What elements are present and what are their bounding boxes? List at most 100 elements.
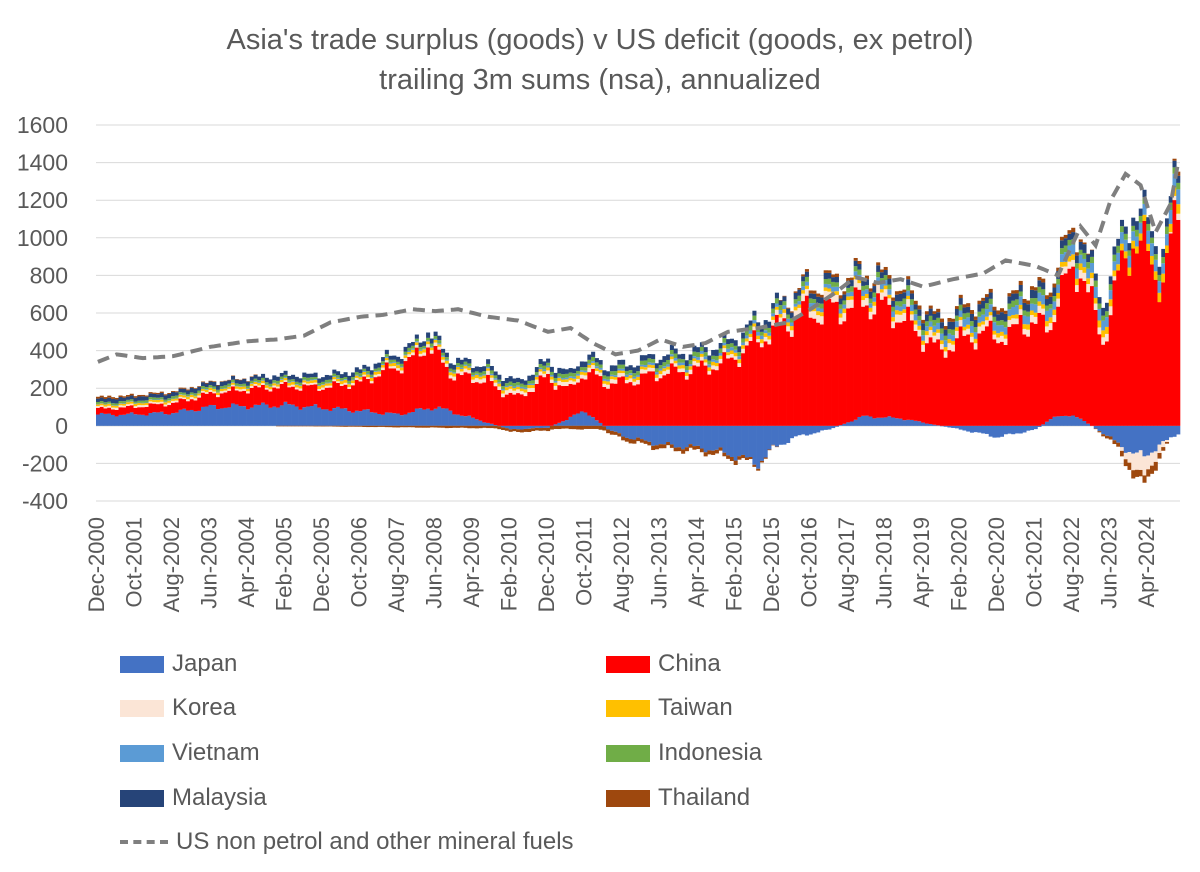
bar-malaysia <box>523 380 528 385</box>
bar-japan <box>347 411 352 426</box>
bar-malaysia <box>636 365 641 372</box>
bar-taiwan <box>516 386 521 390</box>
bar-vietnam <box>414 341 419 343</box>
bar-vietnam <box>1041 295 1046 305</box>
bar-thailand <box>287 425 292 427</box>
bar-japan <box>992 425 997 438</box>
bar-korea <box>823 290 828 300</box>
bar-thailand <box>1018 280 1023 285</box>
bar-indonesia <box>849 286 854 292</box>
bar-indonesia <box>257 379 262 383</box>
bar-thailand <box>1044 295 1050 300</box>
bar-china <box>1029 322 1035 426</box>
bar-indonesia <box>444 357 449 360</box>
bar-indonesia <box>384 354 389 357</box>
bar-malaysia <box>1067 233 1072 240</box>
legend-swatch-vietnam <box>120 744 164 762</box>
bar-malaysia <box>381 357 386 362</box>
bar-korea <box>1029 314 1035 323</box>
bar-china <box>561 386 566 422</box>
bar-vietnam <box>883 280 888 286</box>
bar-malaysia <box>681 353 686 360</box>
x-tick-label: Jun-2013 <box>647 517 672 609</box>
bar-japan <box>786 425 791 443</box>
bar-korea <box>407 354 412 357</box>
bar-taiwan <box>741 345 746 349</box>
bar-indonesia <box>549 371 554 375</box>
bar-thailand <box>726 455 731 459</box>
bar-indonesia <box>144 400 149 403</box>
bar-indonesia <box>1037 286 1042 293</box>
bar-malaysia <box>1119 219 1125 227</box>
bar-japan <box>763 425 768 458</box>
bar-taiwan <box>943 347 948 352</box>
bar-malaysia <box>823 272 828 280</box>
bar-thailand <box>868 288 873 292</box>
bar-malaysia <box>921 323 926 331</box>
bar-korea <box>722 348 727 353</box>
bar-vietnam <box>144 402 149 404</box>
bar-china <box>1026 336 1031 426</box>
bar-taiwan <box>418 350 423 354</box>
bar-vietnam <box>609 374 614 377</box>
bar-taiwan <box>148 399 153 402</box>
bar-malaysia <box>197 386 202 391</box>
bar-indonesia <box>958 304 963 311</box>
bar-china <box>804 295 809 426</box>
bar-korea <box>167 402 172 406</box>
bar-korea <box>107 405 112 408</box>
legend-us-line: US non petrol and other mineral fuels <box>120 828 574 856</box>
bar-china <box>838 324 843 426</box>
bar-japan <box>1086 423 1091 426</box>
bar-indonesia <box>902 298 907 305</box>
bar-thailand <box>347 425 352 427</box>
bar-malaysia <box>763 320 768 327</box>
bar-korea <box>486 370 491 375</box>
bar-malaysia <box>497 374 502 380</box>
bar-japan <box>234 404 239 426</box>
bar-japan <box>924 423 929 426</box>
bar-japan <box>493 425 498 426</box>
bar-korea <box>696 362 701 367</box>
bar-japan <box>478 420 483 426</box>
bar-vietnam <box>688 363 693 367</box>
bar-thailand <box>864 275 869 280</box>
bar-vietnam <box>354 374 359 376</box>
bar-japan <box>444 408 449 426</box>
bar-indonesia <box>568 372 573 377</box>
bar-thailand <box>789 311 794 313</box>
bar-vietnam <box>272 382 277 384</box>
bar-taiwan <box>936 329 941 333</box>
bar-vietnam <box>1104 317 1110 327</box>
bar-thailand <box>1014 290 1020 294</box>
bar-china <box>321 389 326 410</box>
bar-malaysia <box>418 342 423 348</box>
bar-vietnam <box>133 403 138 404</box>
bar-malaysia <box>384 349 389 355</box>
bar-thailand <box>741 454 746 459</box>
bar-indonesia <box>812 299 817 304</box>
bar-malaysia <box>369 370 374 375</box>
bar-china <box>1101 344 1106 426</box>
bar-korea <box>373 374 378 378</box>
bar-vietnam <box>1149 243 1155 256</box>
bar-china <box>234 390 239 405</box>
bar-vietnam <box>684 370 689 373</box>
bar-taiwan <box>201 389 206 391</box>
bar-malaysia <box>579 361 584 368</box>
bar-vietnam <box>992 322 997 331</box>
bar-china <box>471 382 476 418</box>
bar-taiwan <box>666 366 671 370</box>
bar-japan <box>538 425 543 429</box>
bar-malaysia <box>1003 313 1008 322</box>
legend-indonesia: Indonesia <box>606 739 762 767</box>
bar-indonesia <box>377 367 382 371</box>
bar-taiwan <box>504 387 509 391</box>
bar-malaysia <box>973 319 978 328</box>
bar-indonesia <box>838 304 843 309</box>
bar-korea <box>1007 319 1012 327</box>
bar-thailand <box>564 425 569 429</box>
bar-vietnam <box>677 362 682 366</box>
bar-malaysia <box>902 292 907 299</box>
bar-japan <box>553 424 558 426</box>
